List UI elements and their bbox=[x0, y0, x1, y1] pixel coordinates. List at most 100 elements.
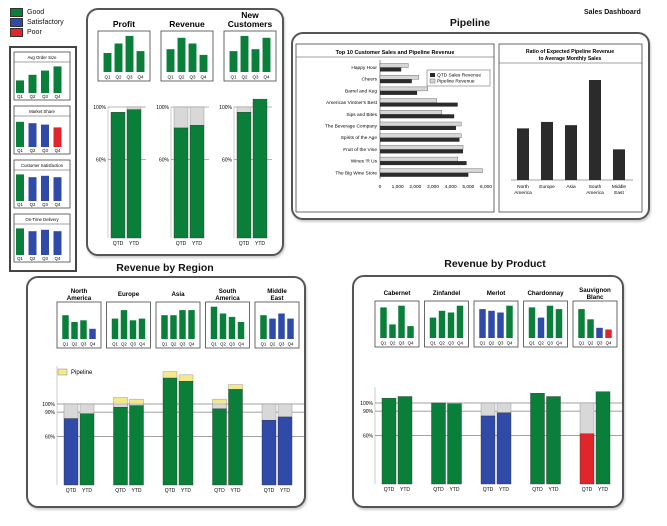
group-spark-quarter-label: Q1 bbox=[211, 342, 217, 347]
group-spark-bar bbox=[62, 315, 69, 339]
value-bar bbox=[212, 408, 227, 486]
group-spark-bar bbox=[497, 312, 504, 338]
legend-swatch-poor bbox=[10, 27, 23, 37]
pipeline-chart: Top 10 Customer Sales and Pipeline Reven… bbox=[295, 43, 643, 213]
top-metric-spark-bar bbox=[166, 49, 175, 72]
hbar-legend-swatch bbox=[429, 78, 436, 84]
period-label: QTD bbox=[239, 241, 250, 247]
left-metric-bar bbox=[16, 228, 24, 255]
pct-tick-label: 100% bbox=[42, 402, 55, 408]
hbar-legend-label: Pipeline Revenue bbox=[437, 79, 475, 85]
left-metric-bar bbox=[41, 229, 49, 255]
period-label: YTD bbox=[82, 488, 92, 494]
group-spark-quarter-label: Q2 bbox=[121, 342, 127, 347]
group-spark-bar bbox=[506, 305, 513, 338]
value-bar bbox=[110, 112, 126, 239]
group-item-title: East bbox=[270, 295, 283, 302]
left-metric-bar bbox=[16, 121, 24, 147]
region-panel: 100% 90% 60% North America Q1 Q2 Q3 Q4 QTD YTD Euro… bbox=[26, 276, 306, 508]
left-metric-bar bbox=[28, 231, 37, 255]
period-label: YTD bbox=[192, 241, 202, 247]
value-bar bbox=[79, 413, 95, 486]
group-spark-quarter-label: Q3 bbox=[597, 341, 603, 346]
hbar-sales-bar bbox=[380, 102, 458, 107]
hbar-category-label: The Big Wine Store bbox=[335, 170, 377, 176]
group-item-title: America bbox=[215, 295, 240, 302]
group-spark-bar bbox=[398, 305, 405, 338]
ratio-category-label: East bbox=[614, 190, 624, 196]
hbar-sales-bar bbox=[380, 79, 412, 84]
hbar-sales-bar bbox=[380, 67, 402, 72]
group-spark-bar bbox=[237, 322, 245, 339]
left-metrics-panel: Avg Order Size Q1 Q2 Q3 Q4 Market Share Q1 Q2 Q3… bbox=[9, 46, 77, 272]
group-spark-quarter-label: Q2 bbox=[439, 341, 445, 346]
group-spark-bar bbox=[596, 327, 603, 338]
group-item-title: Sauvignon bbox=[579, 287, 611, 294]
hbar-title: Top 10 Customer Sales and Pipeline Reven… bbox=[336, 50, 455, 56]
top-metric-title: Customers bbox=[228, 19, 273, 29]
legend-item-good: Good bbox=[10, 7, 64, 17]
group-spark-quarter-label: Q3 bbox=[498, 341, 504, 346]
period-label: QTD bbox=[264, 488, 275, 494]
ratio-bar bbox=[517, 128, 529, 180]
ratio-bar bbox=[613, 149, 625, 180]
legend-swatch-good bbox=[10, 7, 23, 17]
ratio-bar bbox=[589, 80, 601, 180]
legend-item-poor: Poor bbox=[10, 27, 64, 37]
top-metric-spark-quarter-label: Q1 bbox=[104, 75, 111, 80]
group-spark-bar bbox=[605, 329, 612, 338]
group-spark-quarter-label: Q1 bbox=[579, 341, 585, 346]
top-metric-spark-bar bbox=[240, 35, 249, 72]
hbar-tick-label: 3,000 bbox=[427, 184, 439, 190]
left-metric-bar bbox=[41, 175, 49, 201]
top-metric-spark-quarter-label: Q4 bbox=[137, 75, 144, 80]
left-metric-quarter-label: Q3 bbox=[42, 202, 48, 207]
group-item-title: Zinfandel bbox=[433, 290, 461, 297]
group-spark-quarter-label: Q4 bbox=[189, 342, 195, 347]
ratio-category-label: North bbox=[517, 184, 529, 190]
pct-tick-label: 60% bbox=[96, 157, 107, 163]
left-metric-title: Market Share bbox=[29, 109, 55, 114]
hbar-tick-label: 6,000 bbox=[480, 184, 492, 190]
left-metric-quarter-label: Q1 bbox=[17, 256, 23, 261]
hbar-category-label: Happy Hour bbox=[351, 65, 377, 71]
value-bar bbox=[480, 415, 496, 485]
ratio-title: Ratio of Expected Pipeline Revenue bbox=[526, 49, 614, 55]
top-metric-spark-quarter-label: Q3 bbox=[189, 75, 196, 80]
left-metric-quarter-label: Q2 bbox=[30, 148, 36, 153]
pct-tick-label: 100% bbox=[93, 105, 106, 111]
left-metric-bar bbox=[28, 74, 37, 93]
hbar-pipeline-bar bbox=[379, 98, 437, 103]
period-label: YTD bbox=[598, 487, 608, 493]
hbar-pipeline-bar bbox=[379, 168, 483, 174]
top-metric-spark-bar bbox=[177, 37, 186, 72]
group-spark-quarter-label: Q1 bbox=[480, 341, 486, 346]
hbar-pipeline-bar bbox=[379, 145, 464, 150]
group-spark-bar bbox=[456, 305, 464, 338]
pipeline-panel: Top 10 Customer Sales and Pipeline Reven… bbox=[291, 32, 650, 220]
top-metric-spark-bar bbox=[125, 35, 134, 72]
group-spark-quarter-label: Q2 bbox=[72, 342, 78, 347]
target-bar bbox=[480, 402, 496, 417]
hbar-category-label: Sips and Bites bbox=[346, 112, 377, 118]
left-metric-quarter-label: Q3 bbox=[42, 256, 48, 261]
pipeline-bar bbox=[162, 371, 178, 379]
hbar-pipeline-bar bbox=[379, 121, 462, 127]
legend-item-satisfactory: Satisfactory bbox=[10, 17, 64, 27]
group-spark-quarter-label: Q3 bbox=[547, 341, 553, 346]
group-spark-quarter-label: Q1 bbox=[162, 342, 168, 347]
pct-tick-label: 100% bbox=[219, 105, 232, 111]
top-metric-spark-bar bbox=[262, 37, 271, 72]
left-metric-title: Avg Order Size bbox=[27, 55, 57, 60]
pct-tick-label: 60% bbox=[159, 157, 170, 163]
left-metric-title: On-Time Delivery bbox=[25, 217, 59, 222]
top-metrics-chart: Profit Q1 Q2 Q3 Q4 100% 60% QTD YTD Revenue Q1 Q2 Q3… bbox=[93, 10, 277, 247]
hbar-sales-bar bbox=[380, 137, 460, 142]
group-spark-bar bbox=[447, 312, 455, 338]
group-spark-quarter-label: Q1 bbox=[261, 342, 267, 347]
top-metric-spark-quarter-label: Q2 bbox=[115, 75, 122, 80]
period-label: YTD bbox=[450, 487, 460, 493]
left-metric-bar bbox=[28, 123, 37, 147]
value-bar bbox=[178, 381, 194, 486]
period-label: QTD bbox=[214, 488, 225, 494]
